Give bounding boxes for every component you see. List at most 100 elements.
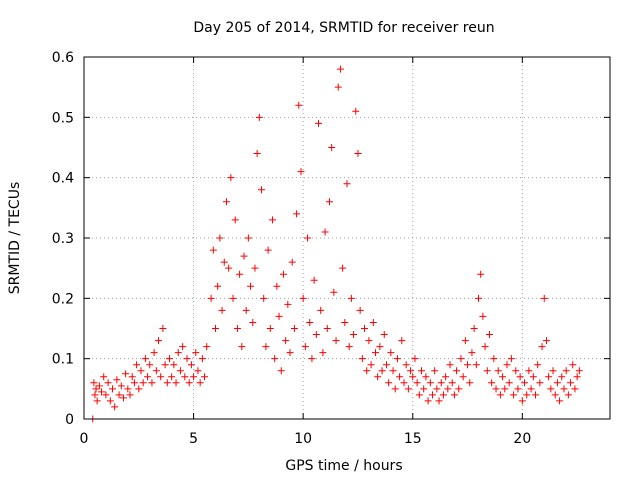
data-point [531,391,539,399]
data-point [562,367,570,375]
data-point [251,264,259,272]
data-point [262,343,270,351]
data-point [295,101,303,109]
data-point [201,373,209,381]
data-point [334,83,342,91]
data-point [233,325,241,332]
data-point [229,294,237,302]
data-point [126,391,134,399]
data-point [150,349,158,357]
data-point [503,361,511,369]
y-tick-label: 0.3 [52,231,74,247]
data-point [325,198,333,206]
data-point [361,325,369,332]
data-point [91,391,99,399]
data-point [534,361,542,369]
data-point [499,373,507,381]
data-point [159,325,167,332]
data-point [422,373,430,381]
data-point [459,373,467,381]
data-point [242,306,250,314]
data-point [387,349,395,357]
data-point [481,343,489,351]
data-point [238,343,246,351]
data-point [418,367,426,375]
data-point [365,337,373,345]
data-point [203,343,211,351]
data-point [277,367,285,375]
data-point [369,318,377,326]
data-point [457,355,465,363]
data-point [367,361,375,369]
data-point [299,294,307,302]
data-point [466,379,474,387]
data-point [317,306,325,314]
data-point [420,385,428,393]
data-point [290,325,298,332]
data-point [512,367,520,375]
data-point [483,367,491,375]
data-point [293,210,301,218]
data-point [527,385,535,393]
x-tick-label: 20 [513,431,531,447]
data-point [567,379,575,387]
data-point [516,373,524,381]
data-point [391,385,399,393]
data-point [165,355,173,363]
data-point [183,355,191,363]
data-point [207,294,215,302]
data-point [411,355,419,363]
data-point [424,397,432,405]
data-point [376,343,384,351]
data-point [363,367,371,375]
data-point [196,379,204,387]
data-point [464,361,472,369]
data-point [385,379,393,387]
data-point [286,349,294,357]
data-point [155,337,163,345]
data-point [146,361,154,369]
data-point [354,150,362,158]
data-point [92,385,100,393]
data-point [328,144,336,151]
data-point [163,379,171,387]
data-point [343,180,351,188]
x-axis-label: GPS time / hours [285,458,402,474]
data-point [523,391,531,399]
data-point [510,391,518,399]
data-point [378,367,386,375]
data-point [304,234,312,242]
data-point [415,391,423,399]
data-point [371,349,379,357]
data-point [549,367,557,375]
data-point [306,318,314,326]
data-point [106,397,114,405]
data-point [488,379,496,387]
data-point [477,270,485,278]
data-point [172,379,180,387]
data-point [174,349,182,357]
data-point [479,312,487,320]
data-point [547,385,555,393]
chart-title: Day 205 of 2014, SRMTID for receiver reu… [193,20,494,36]
data-point [255,113,263,121]
data-point [428,391,436,399]
x-tick-label: 5 [189,431,198,447]
data-point [301,343,309,351]
data-point [542,337,550,345]
data-point [347,294,355,302]
data-point [133,361,141,369]
data-point [374,373,382,381]
x-tick-label: 15 [404,431,422,447]
data-point [236,270,244,278]
data-point [124,385,132,393]
data-point [380,331,388,339]
data-point [168,373,176,381]
data-point [558,373,566,381]
data-point [247,282,255,290]
data-point [450,391,458,399]
data-point [312,331,320,339]
data-point [518,397,526,405]
data-point [258,186,266,194]
data-point [273,282,281,290]
